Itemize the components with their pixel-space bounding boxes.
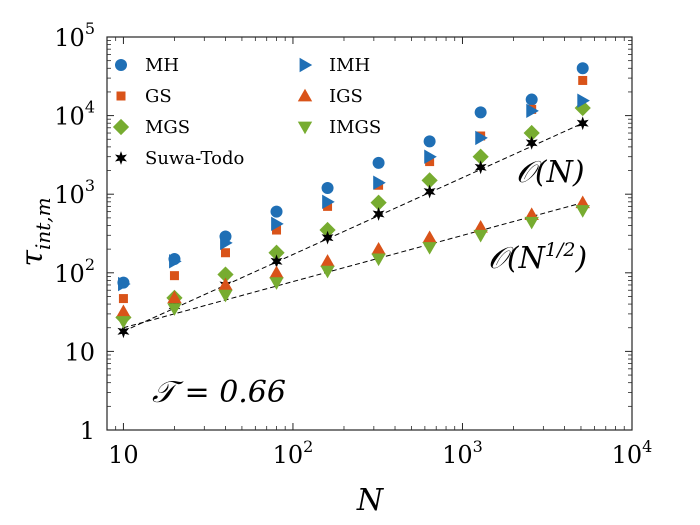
data-point-mgs xyxy=(370,194,387,211)
data-point-mh xyxy=(423,135,436,148)
data-point-mh xyxy=(270,205,283,218)
data-point-igs xyxy=(167,290,182,304)
data-point-gs xyxy=(272,225,282,235)
data-point-mgs xyxy=(574,99,591,117)
data-point-imgs xyxy=(320,265,335,279)
data-point-mh xyxy=(576,62,589,75)
x-tick-label: 104 xyxy=(612,437,653,469)
data-point-suwa-todo xyxy=(525,135,538,150)
data-point-imgs xyxy=(371,253,386,267)
data-point-suwa-todo xyxy=(270,254,283,269)
x-axis-title: N xyxy=(356,483,385,518)
x-tick-label: 102 xyxy=(273,437,314,469)
legend-label-igs: IGS xyxy=(329,86,363,107)
data-point-imh xyxy=(373,175,386,190)
y-tick-label: 1 xyxy=(80,417,95,445)
data-point-suwa-todo xyxy=(372,207,385,221)
x-tick-label: 10 xyxy=(108,441,139,469)
legend-marker-suwa-todo xyxy=(115,151,127,165)
y-tick-label: 103 xyxy=(54,176,95,209)
data-point-imh xyxy=(526,103,539,119)
legend-label-mh: MH xyxy=(145,55,179,76)
x-tick-label: 103 xyxy=(442,437,483,469)
data-point-suwa-todo xyxy=(576,116,589,131)
data-point-igs xyxy=(269,265,284,279)
data-point-suwa-todo xyxy=(423,184,436,199)
legend-label-mgs: MGS xyxy=(145,117,190,138)
legend-label-gs: GS xyxy=(145,86,172,107)
data-point-mgs xyxy=(217,266,234,283)
legend-marker-mh xyxy=(115,59,127,71)
legend-marker-igs xyxy=(297,88,313,102)
data-point-mgs xyxy=(523,124,540,142)
data-point-imh xyxy=(169,254,182,269)
data-point-imh xyxy=(322,194,335,210)
data-point-gs xyxy=(323,201,333,211)
data-point-imh xyxy=(424,149,437,164)
data-point-mgs xyxy=(421,172,438,189)
legend-marker-imgs xyxy=(297,121,313,135)
fit-line xyxy=(123,202,583,329)
y-tick-label: 10 xyxy=(64,338,95,366)
data-point-imgs xyxy=(218,289,233,303)
fit-line xyxy=(123,122,583,332)
data-point-imgs xyxy=(116,316,131,329)
data-point-mgs xyxy=(268,244,285,261)
markers xyxy=(115,62,591,339)
data-point-igs xyxy=(218,277,233,291)
legend-marker-mgs xyxy=(112,118,130,136)
data-point-imh xyxy=(577,93,590,108)
annotation-linear-fit: 𝒪(N) xyxy=(516,155,585,190)
data-point-mh xyxy=(474,106,487,119)
data-point-imgs xyxy=(167,303,182,316)
data-point-igs xyxy=(473,220,488,233)
data-point-suwa-todo xyxy=(117,324,130,339)
legend: MH GS MGS Suwa-Todo IMH IGS IMGS xyxy=(112,55,381,169)
annotation-parameter: 𝒯 = 0.66 xyxy=(152,375,286,410)
data-point-imh xyxy=(271,216,284,232)
data-point-igs xyxy=(371,241,386,255)
ticks: 10 102 103 104 1 10 102 103 104 105 xyxy=(54,19,652,469)
data-point-suwa-todo xyxy=(321,230,334,245)
data-point-imh xyxy=(118,276,131,292)
data-point-gs xyxy=(220,248,230,258)
data-point-imgs xyxy=(524,216,539,230)
data-point-imgs xyxy=(422,242,437,255)
legend-label-imh: IMH xyxy=(329,55,370,76)
fit-lines xyxy=(123,122,583,332)
data-point-imgs xyxy=(269,277,284,290)
data-point-igs xyxy=(116,304,131,318)
legend-marker-imh xyxy=(299,57,313,73)
annotation-sqrt-fit: 𝒪(N1/2) xyxy=(488,239,587,276)
data-point-imh xyxy=(220,235,233,251)
data-point-imh xyxy=(475,130,488,146)
data-point-suwa-todo xyxy=(474,160,487,175)
data-point-gs xyxy=(578,75,588,85)
data-point-imgs xyxy=(575,205,590,218)
legend-label-imgs: IMGS xyxy=(329,117,381,138)
data-point-imgs xyxy=(473,229,488,243)
data-point-gs xyxy=(425,157,435,167)
data-point-mgs xyxy=(319,221,336,239)
y-tick-label: 105 xyxy=(54,19,95,52)
plot-area xyxy=(106,36,633,431)
data-point-gs xyxy=(118,294,128,304)
data-point-igs xyxy=(320,254,335,267)
data-point-igs xyxy=(422,230,437,244)
data-point-mh xyxy=(321,181,334,194)
legend-marker-gs xyxy=(116,91,126,101)
data-point-gs xyxy=(169,271,179,281)
y-tick-label: 104 xyxy=(54,98,95,131)
data-point-mgs xyxy=(472,148,489,165)
y-axis-title: τint,m xyxy=(15,197,55,266)
y-tick-label: 102 xyxy=(54,255,95,288)
data-point-mh xyxy=(525,93,538,106)
data-point-igs xyxy=(575,195,590,209)
data-point-mh xyxy=(372,156,385,169)
legend-label-suwa-todo: Suwa-Todo xyxy=(145,148,244,169)
y-axis-title-subscript: int,m xyxy=(31,197,55,250)
